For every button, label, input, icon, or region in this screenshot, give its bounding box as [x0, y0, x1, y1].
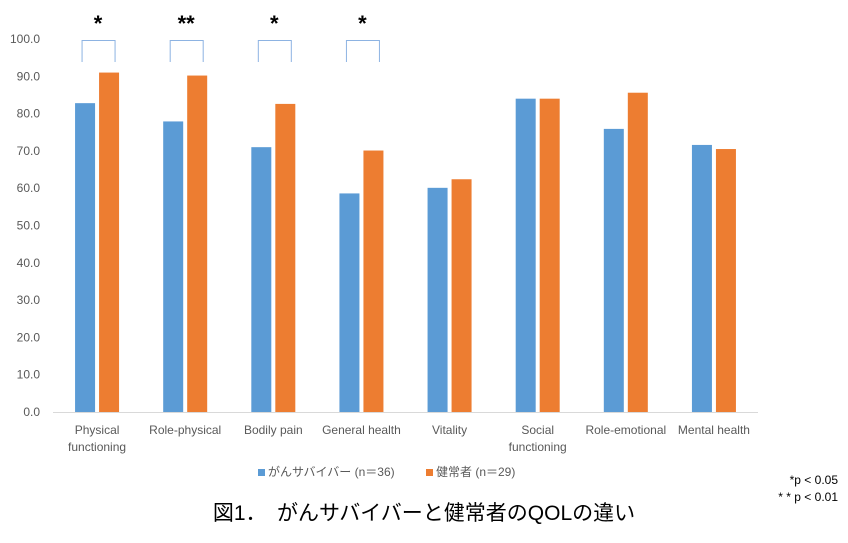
bar-cancer-survivors-vitality	[427, 187, 448, 412]
bar-healthy-bodily-pain	[275, 103, 296, 412]
bar-healthy-role-physical	[187, 75, 208, 412]
bar-cancer-survivors-physical-functioning	[75, 103, 96, 412]
x-tick-label-mental-health: Mental health	[677, 423, 750, 437]
x-tick-label-role-emotional: Role-emotional	[585, 423, 667, 437]
legend-item-healthy: 健常者 (n＝29)	[426, 464, 515, 480]
x-tick-label-vitality: Vitality	[431, 423, 468, 437]
significance-bracket-role-physical	[169, 40, 204, 62]
significance-bracket-bodily-pain	[257, 40, 292, 62]
legend-label-healthy: 健常者 (n＝29)	[436, 465, 516, 479]
note-p-005: *p < 0.05	[789, 473, 838, 487]
bar-cancer-survivors-role-emotional	[603, 128, 624, 412]
bar-healthy-mental-health	[715, 149, 736, 412]
bar-healthy-physical-functioning	[99, 72, 120, 412]
x-tick-label-bodily-pain: Bodily pain	[243, 423, 303, 437]
bar-healthy-social-functioning	[539, 98, 560, 413]
y-tick-label: 90.0	[17, 69, 41, 83]
y-tick-label: 10.0	[17, 368, 41, 382]
bar-cancer-survivors-mental-health	[691, 144, 712, 412]
y-tick-label: 20.0	[17, 330, 41, 344]
legend-swatch-healthy	[426, 468, 433, 476]
significance-bracket-physical-functioning	[81, 40, 116, 62]
figure-caption: 図1． がんサバイバーと健常者のQOLの違い	[212, 502, 636, 525]
significance-marker-role-physical: **	[178, 11, 196, 36]
y-tick-label: 0.0	[23, 405, 40, 419]
y-tick-label: 30.0	[17, 293, 41, 307]
legend-label-cancer-survivors: がんサバイバー (n＝36)	[268, 465, 395, 479]
significance-bracket-general-health	[345, 40, 380, 62]
significance-marker-bodily-pain: *	[270, 11, 279, 36]
bar-healthy-vitality	[451, 179, 472, 412]
significance-marker-physical-functioning: *	[94, 11, 103, 36]
x-tick-label-general-health: General health	[322, 423, 401, 437]
bar-cancer-survivors-bodily-pain	[251, 147, 272, 413]
y-tick-label: 70.0	[17, 144, 41, 158]
legend-item-cancer-survivors: がんサバイバー (n＝36)	[258, 464, 395, 480]
note-p-001: * * p < 0.01	[778, 490, 838, 504]
bar-cancer-survivors-social-functioning	[515, 98, 536, 413]
bar-cancer-survivors-role-physical	[163, 121, 184, 413]
y-tick-label: 60.0	[17, 181, 41, 195]
significance-marker-general-health: *	[358, 11, 367, 36]
x-tick-label-physical-functioning: Physical functioning	[68, 423, 127, 454]
x-axis-labels: Physical functioning Role-physical Bodily …	[0, 422, 848, 462]
y-tick-label: 80.0	[17, 107, 41, 121]
y-tick-label: 100.0	[10, 32, 40, 46]
significance-notes: *p < 0.05 * * p < 0.01	[778, 472, 838, 506]
x-tick-label-role-physical: Role-physical	[149, 423, 222, 437]
bar-healthy-role-emotional	[627, 92, 648, 412]
bar-cancer-survivors-general-health	[339, 193, 360, 412]
y-tick-label: 40.0	[17, 256, 41, 270]
bar-healthy-general-health	[363, 150, 384, 413]
y-tick-label: 50.0	[17, 219, 41, 233]
x-tick-label-social-functioning: Social functioning	[508, 423, 567, 454]
legend-swatch-cancer-survivors	[258, 468, 265, 476]
